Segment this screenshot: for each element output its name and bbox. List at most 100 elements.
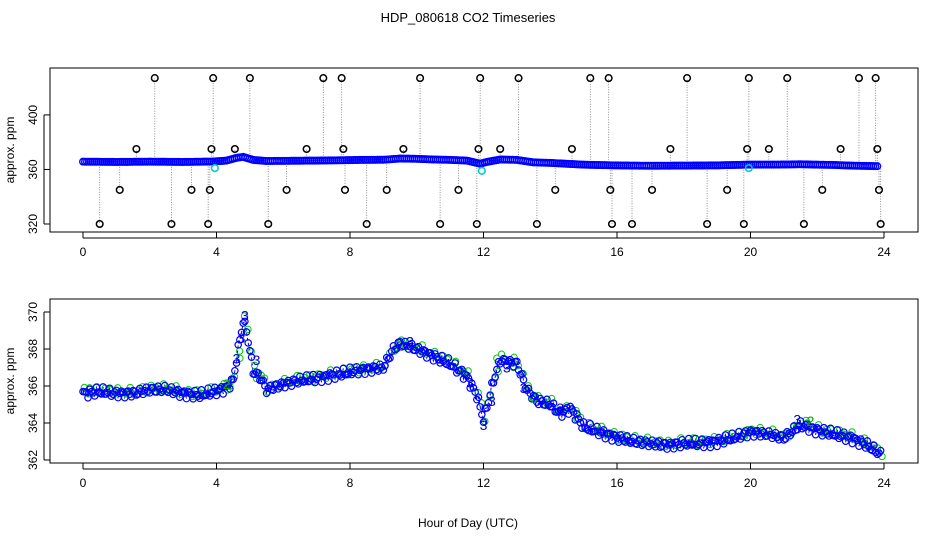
- co2-blue-point: [451, 359, 459, 367]
- co2-blue-point: [521, 384, 530, 393]
- co2-blue-point: [508, 359, 516, 367]
- co2-blue-point: [805, 428, 813, 436]
- co2-blue-point: [483, 404, 491, 412]
- points-top: [78, 74, 885, 229]
- co2-blue-point: [493, 365, 501, 374]
- flagged-point: [836, 144, 845, 154]
- co2-blue-point: [509, 362, 518, 371]
- flagged-point: [739, 219, 748, 229]
- co2-blue-point: [478, 410, 486, 419]
- flagged-point: [416, 74, 425, 83]
- co2-green-point: [547, 394, 556, 403]
- co2-blue-point: [401, 337, 409, 346]
- flagged-point: [399, 144, 408, 154]
- co2-blue-point: [766, 430, 775, 439]
- flagged-point: [723, 185, 732, 194]
- digit-label: 2: [807, 413, 815, 429]
- digit-label: 3: [233, 350, 241, 366]
- flagged-point: [209, 74, 218, 83]
- co2-green-point: [152, 384, 161, 392]
- y-tick-label: 370: [26, 302, 40, 322]
- co2-blue-point: [554, 407, 563, 416]
- co2-blue-point: [815, 425, 823, 434]
- x-tick-label: 4: [213, 245, 220, 259]
- co2-blue-point: [558, 413, 566, 421]
- plot-frame-bottom: [49, 298, 919, 464]
- co2-blue-point: [876, 446, 885, 455]
- co2-blue-point: [785, 429, 793, 438]
- x-tick-label: 20: [744, 476, 758, 490]
- x-tick-label: 16: [610, 476, 624, 490]
- flagged-point: [436, 219, 445, 229]
- flagged-point: [204, 219, 213, 229]
- co2-blue-point: [466, 384, 474, 392]
- y-tick-label: 368: [26, 339, 40, 359]
- co2-blue-point: [479, 418, 488, 426]
- co2-blue-point: [808, 423, 817, 431]
- co2-blue-point: [382, 353, 391, 362]
- flagged-point: [319, 74, 328, 83]
- co2-blue-point: [731, 435, 740, 443]
- flagged-point: [567, 144, 576, 154]
- flagged-point: [339, 144, 348, 154]
- co2-blue-point: [781, 434, 790, 443]
- co2-blue-point: [362, 364, 371, 372]
- co2-blue-point: [262, 389, 271, 398]
- x-axis-top: 0 4 8 12 16 20 24: [80, 232, 891, 259]
- co2-green-point: [250, 361, 259, 369]
- co2-blue-point: [224, 381, 232, 389]
- flagged-point: [764, 144, 773, 154]
- co2-blue-point: [486, 391, 494, 399]
- co2-blue-point: [244, 339, 253, 347]
- flagged-point: [647, 185, 657, 194]
- co2-blue-point: [287, 382, 296, 390]
- co2-blue-point: [721, 431, 730, 439]
- co2-blue-point: [219, 390, 227, 398]
- co2-blue-point: [606, 430, 615, 438]
- co2-blue-point: [619, 437, 628, 445]
- flagged-point: [703, 219, 712, 229]
- digit-label: 2: [223, 376, 231, 392]
- co2-blue-point: [207, 389, 216, 398]
- digit-label: 3: [466, 374, 474, 390]
- co2-blue-point: [232, 359, 241, 367]
- digit-label: 3: [480, 417, 488, 433]
- flagged-point: [627, 219, 637, 229]
- y-axis-label-top: approx. ppm: [3, 117, 17, 184]
- co2-green-point: [631, 432, 639, 440]
- digit-label: 3: [520, 380, 528, 396]
- co2-blue-point: [239, 319, 248, 327]
- co2-blue-point: [780, 436, 788, 444]
- co2-blue-point: [254, 369, 263, 377]
- co2-blue-point: [216, 384, 224, 393]
- flagged-point: [606, 185, 615, 194]
- co2-blue-point: [726, 436, 735, 445]
- flagged-point: [871, 74, 880, 83]
- x-axis-bottom: 0 4 8 12 16 20 24: [80, 463, 891, 490]
- co2-blue-point: [564, 410, 573, 418]
- x-tick-label: 24: [877, 245, 891, 259]
- co2-blue-point: [412, 343, 421, 352]
- co2-blue-point: [793, 425, 802, 434]
- co2-blue-point: [234, 340, 242, 349]
- co2-blue-point: [105, 384, 114, 393]
- flagged-point: [362, 219, 371, 229]
- flagged-point: [454, 185, 463, 194]
- drop-lines-top: [99, 78, 882, 224]
- co2-green-point: [474, 389, 482, 397]
- flagged-point: [496, 144, 505, 154]
- co2-blue-point: [229, 375, 237, 384]
- panel-top-co2-scatter: 0 4 8 12 16 20 24 320 360 400 approx. ppm: [3, 67, 919, 259]
- digit-label: 3: [488, 393, 496, 409]
- flagged-point: [282, 185, 291, 194]
- co2-blue-point: [871, 448, 880, 457]
- co2-blue-point: [251, 370, 259, 379]
- transition-point: [744, 163, 753, 173]
- co2-blue-point: [586, 419, 595, 428]
- co2-blue-point: [524, 384, 533, 393]
- flagged-point: [607, 219, 617, 229]
- flagged-point: [207, 144, 216, 154]
- co2-blue-point: [331, 375, 339, 383]
- co2-blue-point: [167, 383, 176, 391]
- y-tick-label: 362: [26, 450, 40, 470]
